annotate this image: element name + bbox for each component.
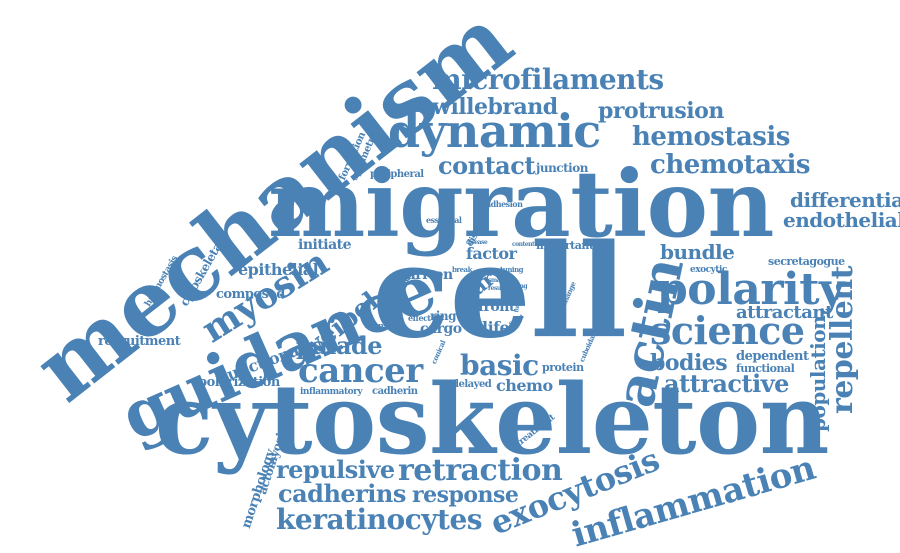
word-cell: cell [372,217,627,367]
word-willebrand: willebrand [432,94,558,120]
word-content: content [512,241,535,248]
word-delayed: delayed [452,379,492,390]
word-microfilaments: microfilaments [432,63,664,96]
word-epithelial: epithelial [238,260,319,279]
word-break: break [452,265,472,274]
word-hemostasis: hemostasis [632,122,790,152]
word-bundle: bundle [660,240,735,264]
word-life: life [482,318,510,337]
word-recruitment: recruitment [98,334,181,349]
word-front: front [478,299,515,315]
word-cargo: cargo [420,321,462,337]
word-composed: composed [216,287,285,302]
word-junction: junction [536,161,588,175]
word-inflammatory: inflammatory [300,387,363,397]
word-chemotaxis: chemotaxis [650,150,811,180]
word-keratinocytes: keratinocytes [276,503,483,536]
word-repulsive: repulsive [276,455,395,484]
word-important: important [536,239,594,252]
word-repellent: repellent [825,265,860,414]
word-result: result [488,285,505,292]
word-dependent: dependent [736,349,809,364]
word-palade: palade [296,331,383,360]
word-science: science [650,308,805,353]
word-disease: disease [466,239,488,246]
word-protrusion: protrusion [598,98,724,124]
word-migration: migration [268,150,774,258]
word-retraction: retraction [398,453,563,488]
word-attractant: attractant [736,302,833,323]
word-secretagogue: secretagogue [768,255,845,268]
word-driven: driven [406,267,453,283]
word-exocytic: exocytic [690,265,727,275]
word-polarization: polarization [198,375,280,390]
word-effect: effect [408,313,431,323]
word-factor: factor [466,244,517,263]
word-initiate: initiate [298,237,352,253]
word-peripheral: peripheral [370,169,424,180]
word-cancer: cancer [298,351,423,391]
word-attractive: attractive [664,369,789,398]
word-small: small [488,277,504,284]
word-essential: essential [426,215,462,225]
word-rolling: rolling [508,283,528,290]
word-cadherin: cadherin [372,386,418,397]
word-basic: basic [460,349,539,382]
word-endothelial: endothelial [783,208,900,232]
word-differential: differential [790,188,900,212]
word-dynamic: dynamic [388,104,601,158]
word-response: response [412,482,519,508]
word-population: population [806,315,830,432]
word-adhesion: adhesion [486,199,523,209]
word-protein: protein [542,361,584,374]
word-cytoskeleton: cytoskeleton [155,363,829,476]
word-bodies: bodies [650,350,728,376]
word-contact: contact [438,151,535,180]
word-tuning: tuning [500,265,524,274]
word-polarity: polarity [657,264,845,315]
word-cadherins: cadherins [278,479,406,508]
word-ring: ring [430,309,457,323]
word-functional: functional [736,362,795,375]
word-chemo: chemo [496,376,553,395]
word-whereas: whereas [364,321,393,330]
